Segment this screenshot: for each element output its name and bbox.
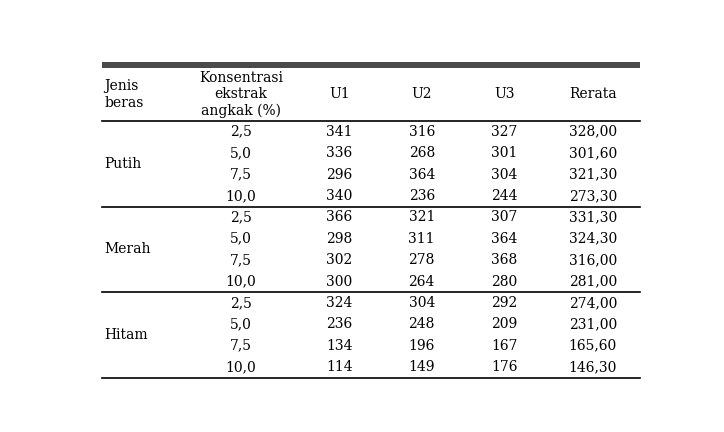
Text: 268: 268 [408, 146, 435, 160]
Text: 316: 316 [408, 125, 435, 139]
Text: 366: 366 [327, 210, 353, 224]
Text: 327: 327 [491, 125, 518, 139]
Text: 146,30: 146,30 [568, 360, 617, 374]
Text: U1: U1 [329, 87, 350, 102]
FancyBboxPatch shape [101, 62, 641, 68]
Text: 280: 280 [491, 274, 517, 289]
Text: 248: 248 [408, 318, 435, 331]
Text: 307: 307 [491, 210, 518, 224]
Text: 264: 264 [408, 274, 435, 289]
Text: 281,00: 281,00 [569, 274, 617, 289]
Text: 231,00: 231,00 [569, 318, 617, 331]
Text: 209: 209 [491, 318, 517, 331]
Text: 2,5: 2,5 [230, 125, 252, 139]
Text: 316,00: 316,00 [569, 253, 617, 267]
Text: 300: 300 [327, 274, 353, 289]
Text: 196: 196 [408, 339, 435, 353]
Text: Hitam: Hitam [104, 328, 148, 342]
Text: 10,0: 10,0 [226, 360, 256, 374]
Text: 331,30: 331,30 [569, 210, 617, 224]
Text: 336: 336 [327, 146, 353, 160]
Text: 5,0: 5,0 [230, 146, 252, 160]
Text: 364: 364 [408, 168, 435, 181]
Text: 341: 341 [326, 125, 353, 139]
Text: 298: 298 [327, 232, 353, 246]
Text: 368: 368 [491, 253, 517, 267]
Text: 7,5: 7,5 [230, 168, 252, 181]
Text: 301: 301 [491, 146, 518, 160]
Text: Merah: Merah [104, 242, 151, 257]
Text: 236: 236 [408, 189, 435, 203]
Text: 10,0: 10,0 [226, 274, 256, 289]
Text: 296: 296 [327, 168, 353, 181]
Text: 340: 340 [327, 189, 353, 203]
Text: 328,00: 328,00 [569, 125, 617, 139]
Text: 10,0: 10,0 [226, 189, 256, 203]
Text: 324: 324 [327, 296, 353, 310]
Text: 301,60: 301,60 [569, 146, 617, 160]
Text: 292: 292 [491, 296, 517, 310]
Text: Putih: Putih [104, 157, 142, 171]
Text: 5,0: 5,0 [230, 232, 252, 246]
Text: Konsentrasi
ekstrak
angkak (%): Konsentrasi ekstrak angkak (%) [199, 71, 283, 118]
Text: U3: U3 [494, 87, 514, 102]
Text: 236: 236 [327, 318, 353, 331]
Text: 321: 321 [408, 210, 435, 224]
Text: 167: 167 [491, 339, 518, 353]
Text: 324,30: 324,30 [569, 232, 617, 246]
Text: 149: 149 [408, 360, 435, 374]
Text: 304: 304 [408, 296, 435, 310]
Text: 321,30: 321,30 [569, 168, 617, 181]
Text: 244: 244 [491, 189, 518, 203]
Text: 274,00: 274,00 [568, 296, 617, 310]
Text: 5,0: 5,0 [230, 318, 252, 331]
Text: Jenis
beras: Jenis beras [104, 79, 144, 110]
Text: 364: 364 [491, 232, 518, 246]
Text: Rerata: Rerata [569, 87, 617, 102]
Text: 302: 302 [327, 253, 353, 267]
Text: 165,60: 165,60 [569, 339, 617, 353]
Text: 176: 176 [491, 360, 518, 374]
Text: 273,30: 273,30 [569, 189, 617, 203]
Text: 7,5: 7,5 [230, 253, 252, 267]
Text: 311: 311 [408, 232, 435, 246]
Text: U2: U2 [411, 87, 432, 102]
Text: 304: 304 [491, 168, 518, 181]
Text: 2,5: 2,5 [230, 210, 252, 224]
Text: 7,5: 7,5 [230, 339, 252, 353]
Text: 278: 278 [408, 253, 435, 267]
Text: 2,5: 2,5 [230, 296, 252, 310]
Text: 134: 134 [326, 339, 353, 353]
Text: 114: 114 [326, 360, 353, 374]
